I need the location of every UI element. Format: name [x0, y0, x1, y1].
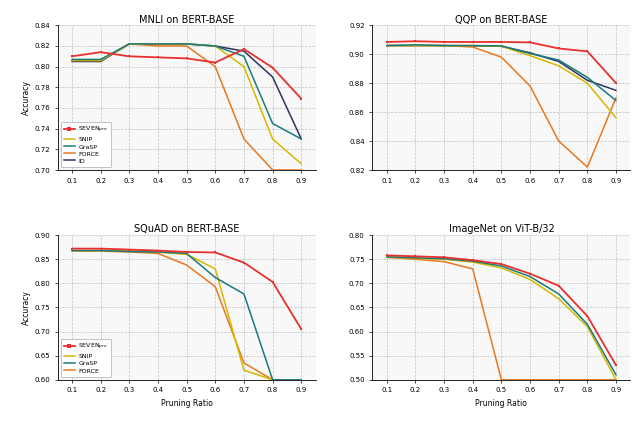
Legend: SEVEN$_{pre}$, SNIP, GraSP, FORCE, ID: SEVEN$_{pre}$, SNIP, GraSP, FORCE, ID: [61, 122, 111, 167]
Title: MNLI on BERT-BASE: MNLI on BERT-BASE: [139, 14, 234, 24]
Y-axis label: Accuracy: Accuracy: [22, 290, 31, 325]
X-axis label: Pruning Ratio: Pruning Ratio: [476, 399, 527, 408]
Legend: SEVEN$_{pre}$, SNIP, GraSP, FORCE: SEVEN$_{pre}$, SNIP, GraSP, FORCE: [61, 339, 111, 377]
Title: SQuAD on BERT-BASE: SQuAD on BERT-BASE: [134, 225, 239, 234]
Y-axis label: Accuracy: Accuracy: [22, 80, 31, 115]
Title: ImageNet on ViT-B/32: ImageNet on ViT-B/32: [449, 225, 554, 234]
Title: QQP on BERT-BASE: QQP on BERT-BASE: [455, 14, 548, 24]
X-axis label: Pruning Ratio: Pruning Ratio: [161, 399, 212, 408]
